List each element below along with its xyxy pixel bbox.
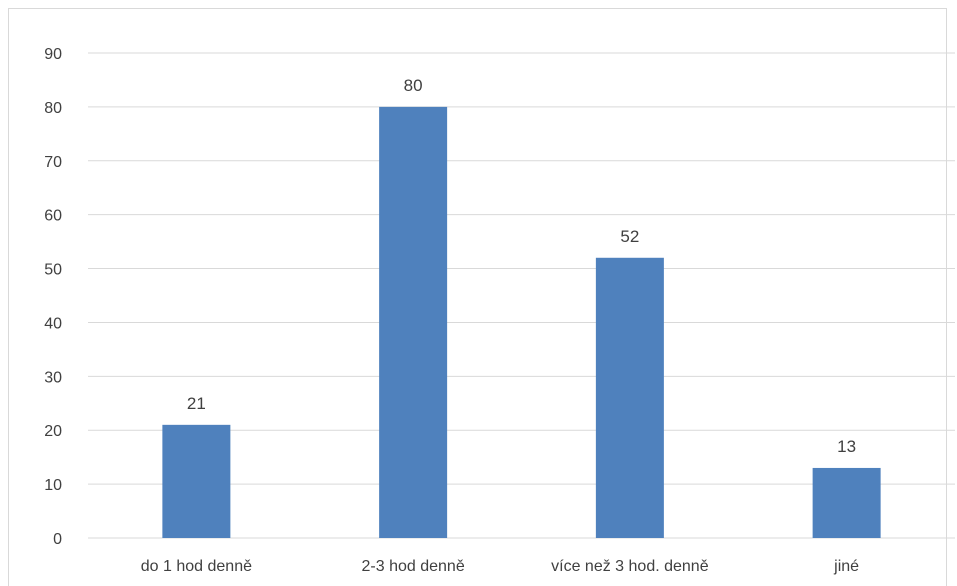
- data-label: 13: [837, 437, 856, 456]
- y-tick-label: 80: [44, 100, 62, 117]
- bar: [379, 106, 448, 538]
- y-tick-label: 50: [44, 262, 62, 279]
- bar: [595, 257, 664, 538]
- y-tick-label: 60: [44, 208, 62, 225]
- bar: [162, 424, 231, 538]
- y-tick-label: 40: [44, 315, 62, 332]
- y-tick-label: 10: [44, 477, 62, 494]
- gridlines: [88, 52, 955, 539]
- y-tick-label: 90: [44, 46, 62, 63]
- category-label: do 1 hod denně: [141, 558, 252, 575]
- bars: [162, 106, 881, 538]
- data-labels: 21 80 52 13: [187, 76, 856, 456]
- category-label: více než 3 hod. denně: [551, 558, 709, 575]
- y-tick-label: 70: [44, 154, 62, 171]
- y-axis-ticks: 0 10 20 30 40 50 60 70 80 90: [44, 46, 62, 548]
- data-label: 52: [620, 227, 639, 246]
- data-label: 21: [187, 394, 206, 413]
- y-tick-label: 30: [44, 369, 62, 386]
- data-label: 80: [404, 76, 423, 95]
- bar: [812, 467, 881, 538]
- x-axis-categories: do 1 hod denně 2-3 hod denně více než 3 ho…: [141, 558, 859, 575]
- category-label: 2-3 hod denně: [362, 558, 465, 575]
- category-label: jiné: [833, 558, 859, 575]
- y-tick-label: 20: [44, 423, 62, 440]
- y-tick-label: 0: [53, 531, 62, 548]
